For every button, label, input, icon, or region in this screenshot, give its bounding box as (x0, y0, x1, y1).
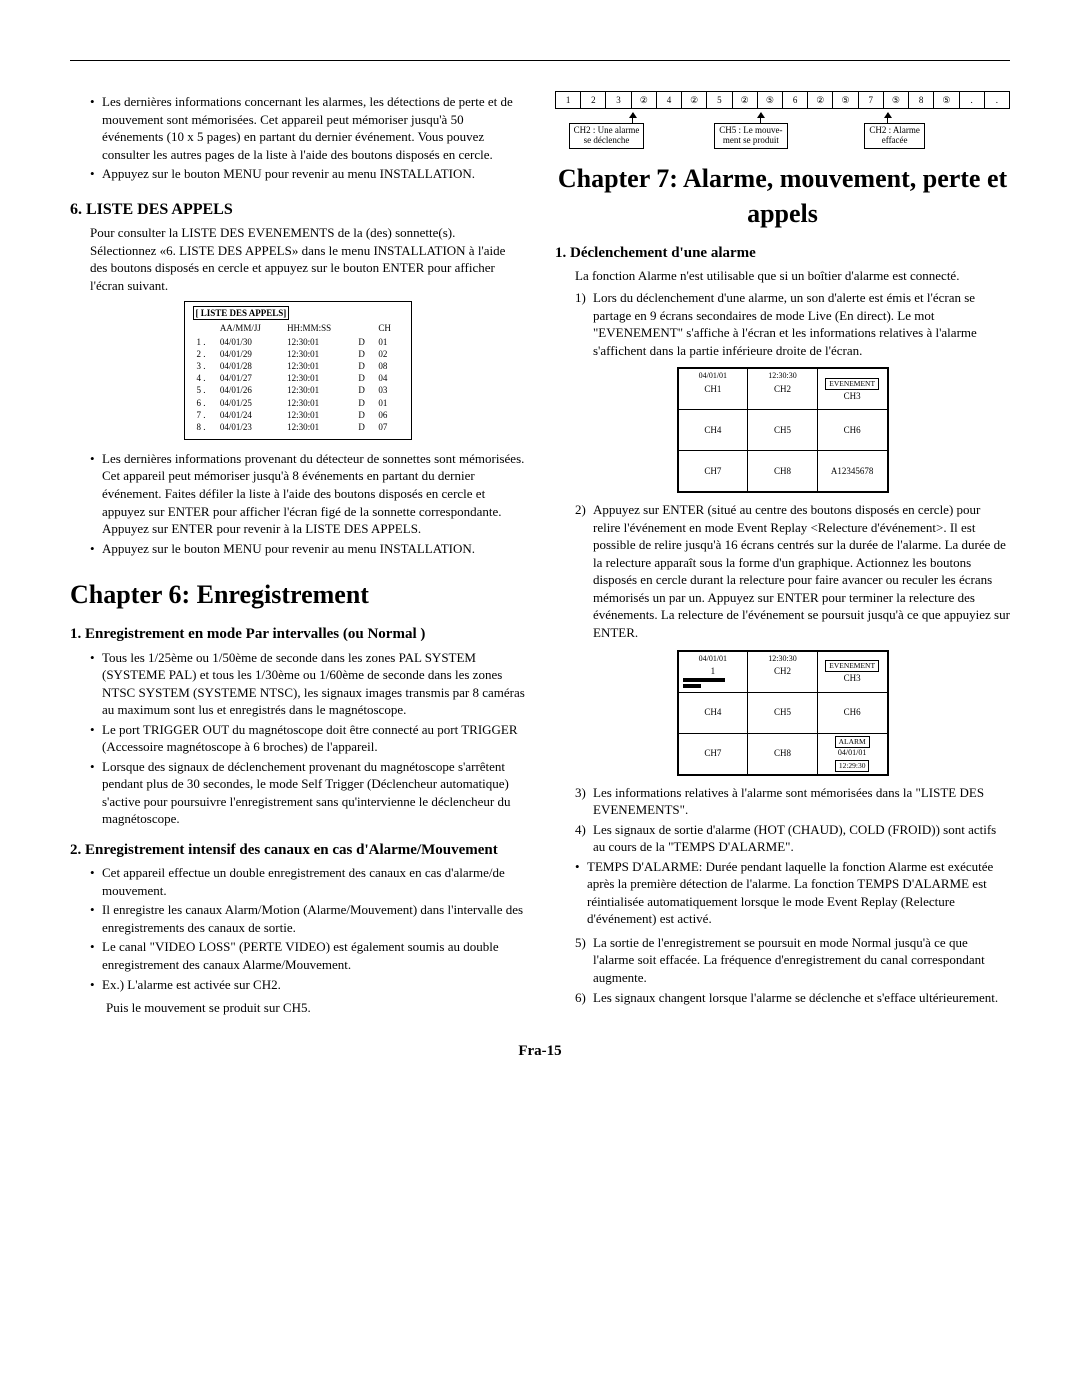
th: HH:MM:SS (283, 322, 354, 336)
section-6-intro: Pour consulter la LISTE DES EVENEMENTS d… (90, 224, 525, 294)
th (193, 322, 216, 336)
section-7-1-intro: La fonction Alarme n'est utilisable que … (575, 267, 1010, 285)
call-list-box: [ LISTE DES APPELS] AA/MM/JJ HH:MM:SS CH… (184, 301, 412, 440)
bullet: Les dernières informations concernant le… (90, 93, 525, 163)
bullet: Le canal "VIDEO LOSS" (PERTE VIDEO) est … (90, 938, 525, 973)
section-6-title: 6. LISTE DES APPELS (70, 199, 525, 221)
alarm-time-bullet: TEMPS D'ALARME: Durée pendant laquelle l… (575, 858, 1010, 928)
call-list-table: AA/MM/JJ HH:MM:SS CH 1 .04/01/3012:30:01… (193, 322, 403, 433)
section-6-2-title: 2. Enregistrement intensif des canaux en… (70, 840, 525, 860)
numlist: 1)Lors du déclenchement d'une alarme, un… (575, 289, 1010, 359)
bullet: Il enregistre les canaux Alarm/Motion (A… (90, 901, 525, 936)
bullet: Lorsque des signaux de déclenchement pro… (90, 758, 525, 828)
text: Lors du déclenchement d'une alarme, un s… (593, 289, 1010, 359)
bullet: Cet appareil effectue un double enregist… (90, 864, 525, 899)
list-item: 1)Lors du déclenchement d'une alarme, un… (575, 289, 1010, 359)
text: Appuyez sur ENTER (situé au centre des b… (593, 501, 1010, 641)
bullet: Le port TRIGGER OUT du magnétoscope doit… (90, 721, 525, 756)
num: 1) (575, 289, 593, 359)
chapter-6-title: Chapter 6: Enregistrement (70, 577, 525, 612)
left-column: Les dernières informations concernant le… (70, 91, 525, 1021)
grid-display-2: 04/01/01112:30:30CH2EVENEMENTCH3CH4CH5CH… (677, 650, 889, 776)
chapter-7-title: Chapter 7: Alarme, mouvement, perte et a… (555, 161, 1010, 231)
bullet: Appuyez sur le bouton MENU pour revenir … (90, 540, 525, 558)
num: 2) (575, 501, 593, 641)
bullet: Les dernières informations provenant du … (90, 450, 525, 538)
section-6-2-bullets: Cet appareil effectue un double enregist… (90, 864, 525, 993)
list-item: 2)Appuyez sur ENTER (situé au centre des… (575, 501, 1010, 641)
page-footer: Fra-15 (70, 1041, 1010, 1061)
th (354, 322, 374, 336)
section-6-bullets: Les dernières informations provenant du … (90, 450, 525, 557)
bullet: Appuyez sur le bouton MENU pour revenir … (90, 165, 525, 183)
page-columns: Les dernières informations concernant le… (70, 91, 1010, 1021)
numlist: 2)Appuyez sur ENTER (situé au centre des… (575, 501, 1010, 641)
right-column: 123②4②5②⑤6②⑤7⑤8⑤.. CH2 : Une alarmese dé… (555, 91, 1010, 1021)
bullet: TEMPS D'ALARME: Durée pendant laquelle l… (575, 858, 1010, 928)
bullet: Tous les 1/25ème ou 1/50ème de seconde d… (90, 649, 525, 719)
section-7-1-title: 1. Déclenchement d'une alarme (555, 243, 1010, 263)
section-6-1-title: 1. Enregistrement en mode Par intervalle… (70, 624, 525, 644)
th: CH (374, 322, 402, 336)
th: AA/MM/JJ (216, 322, 283, 336)
strip-callouts: CH2 : Une alarmese déclencheCH5 : Le mou… (555, 113, 1010, 149)
bullet: Ex.) L'alarme est activée sur CH2. (90, 976, 525, 994)
page-rule (70, 60, 1010, 61)
section-6-1-bullets: Tous les 1/25ème ou 1/50ème de seconde d… (90, 649, 525, 828)
numlist: 5)La sortie de l'enregistrement se pours… (575, 934, 1010, 1006)
signal-strip: 123②4②5②⑤6②⑤7⑤8⑤.. (555, 91, 1010, 109)
top-bullets: Les dernières informations concernant le… (90, 93, 525, 183)
numlist: 3)Les informations relatives à l'alarme … (575, 784, 1010, 856)
section-6-2-note: Puis le mouvement se produit sur CH5. (106, 999, 525, 1017)
call-list-title: [ LISTE DES APPELS] (193, 306, 290, 320)
grid-display-1: 04/01/01CH112:30:30CH2EVENEMENTCH3CH4CH5… (677, 367, 889, 493)
